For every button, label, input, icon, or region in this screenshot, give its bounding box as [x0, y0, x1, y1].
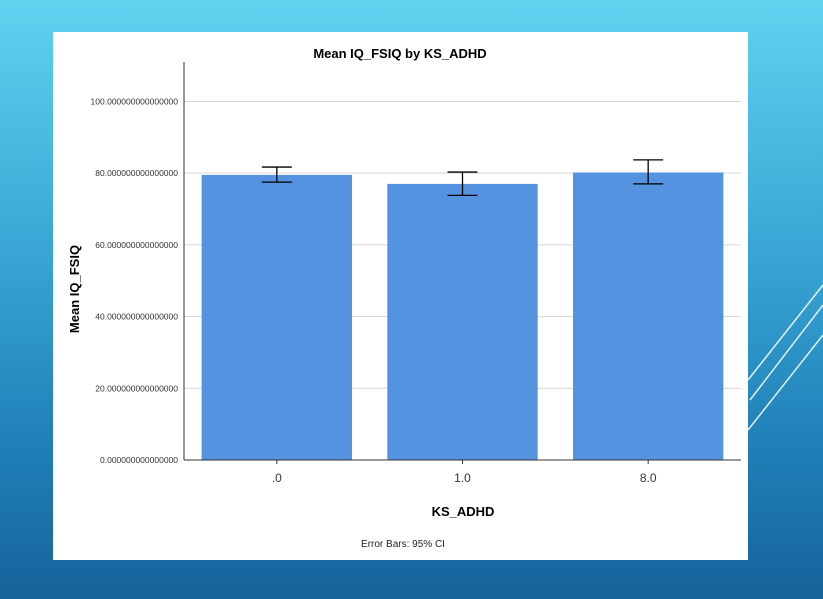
- chart-title: Mean IQ_FSIQ by KS_ADHD: [313, 46, 486, 61]
- x-axis-label: KS_ADHD: [432, 504, 495, 519]
- bar: [387, 183, 538, 460]
- y-tick-label: 40.000000000000000: [95, 312, 178, 322]
- y-tick-label: 80.000000000000000: [95, 168, 178, 178]
- x-tick-label: .0: [272, 471, 282, 485]
- error-bar: [633, 159, 664, 185]
- y-tick-label: 0.000000000000000: [100, 455, 178, 465]
- error-bar: [447, 171, 478, 197]
- chart-card: 0.000000000000000 20.000000000000000 40.00…: [53, 32, 748, 560]
- x-tick-label: 1.0: [454, 471, 471, 485]
- bar: [572, 172, 724, 460]
- y-axis-label: Mean IQ_FSIQ: [67, 245, 82, 333]
- bar-chart: 0.000000000000000 20.000000000000000 40.00…: [67, 46, 741, 550]
- x-tick-label: 8.0: [640, 471, 657, 485]
- y-tick-labels: 0.000000000000000 20.000000000000000 40.00…: [91, 96, 179, 465]
- bar: [201, 174, 353, 460]
- x-tick-labels: .0 1.0 8.0: [272, 460, 657, 485]
- y-tick-label: 60.000000000000000: [95, 240, 178, 250]
- y-tick-label: 20.000000000000000: [95, 383, 178, 393]
- bars: [201, 172, 724, 460]
- error-bars: [261, 159, 664, 197]
- y-tick-label: 100.000000000000000: [91, 96, 179, 106]
- error-bars-footnote: Error Bars: 95% CI: [361, 539, 445, 550]
- error-bar: [261, 166, 292, 183]
